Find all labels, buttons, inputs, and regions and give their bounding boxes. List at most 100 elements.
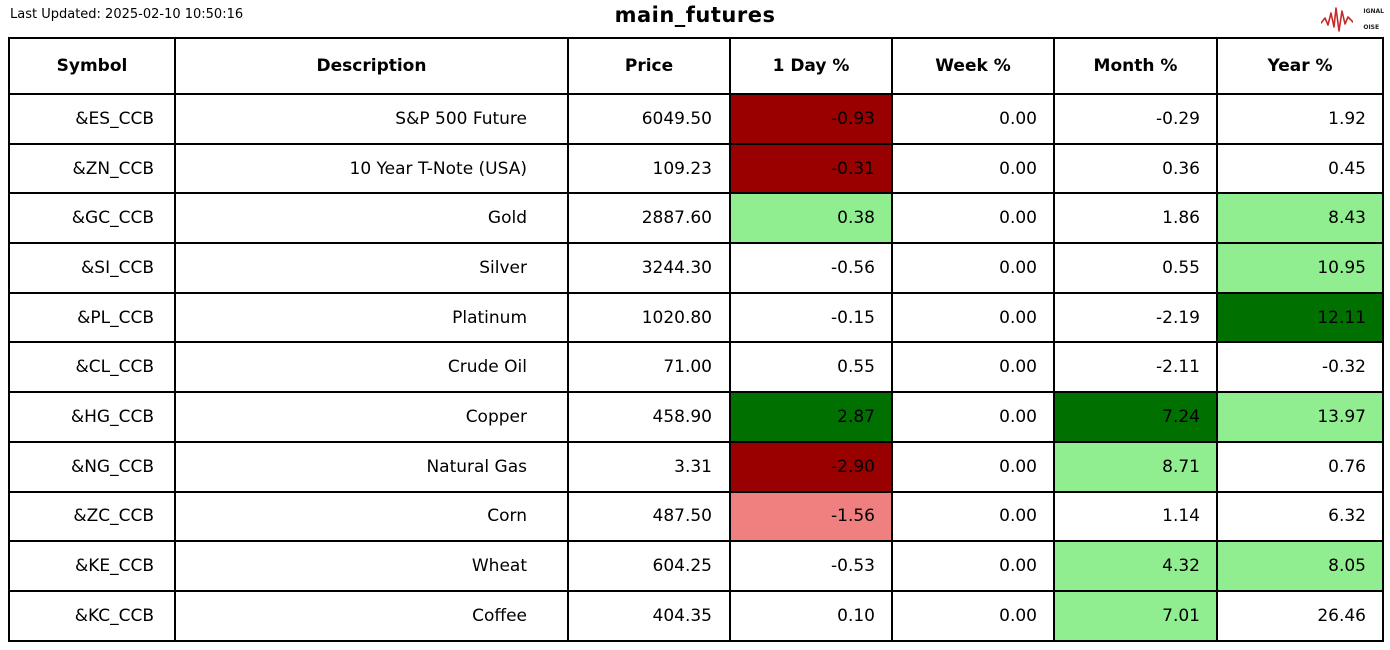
cell-year: 10.95 [1216, 242, 1384, 294]
cell-month: 7.24 [1053, 391, 1218, 443]
cell-day: 0.38 [729, 192, 893, 245]
table-row: &KC_CCB Coffee 404.35 0.10 0.00 7.01 26.46 [8, 589, 1384, 642]
cell-week: 0.00 [891, 391, 1055, 443]
cell-year: 1.92 [1216, 93, 1384, 145]
cell-day: 0.55 [729, 341, 893, 394]
cell-price: 487.50 [567, 490, 731, 543]
cell-day: -0.53 [729, 540, 893, 592]
table-row: &NG_CCB Natural Gas 3.31 -2.90 0.00 8.71 0.76 [8, 440, 1384, 493]
cell-year: 13.97 [1216, 391, 1384, 443]
cell-description: Coffee [174, 589, 569, 642]
last-updated-text: Last Updated: 2025-02-10 10:50:16 [10, 7, 244, 22]
column-header-price: Price [567, 37, 731, 95]
cell-price: 3.31 [567, 440, 731, 493]
page-title: main_futures [614, 3, 776, 27]
cell-description: S&P 500 Future [174, 93, 569, 145]
cell-day: -0.31 [729, 142, 893, 195]
column-header-description: Description [174, 37, 569, 95]
cell-description: Wheat [174, 540, 569, 592]
cell-price: 71.00 [567, 341, 731, 394]
column-header-year: Year % [1216, 37, 1384, 95]
cell-day: -2.90 [729, 440, 893, 493]
cell-year: -0.32 [1216, 341, 1384, 394]
futures-table: Symbol Description Price 1 Day % Week % … [8, 37, 1384, 642]
cell-description: Gold [174, 192, 569, 245]
logo-line-signal: S IGNAL [1355, 8, 1384, 15]
table-row: &ZN_CCB 10 Year T-Note (USA) 109.23 -0.31 0.… [8, 142, 1384, 195]
cell-symbol: &GC_CCB [8, 192, 176, 245]
cell-description: Platinum [174, 291, 569, 344]
header-row: Symbol Description Price 1 Day % Week % … [8, 37, 1384, 95]
cell-week: 0.00 [891, 490, 1055, 543]
cell-price: 6049.50 [567, 93, 731, 145]
cell-week: 0.00 [891, 291, 1055, 344]
cell-month: 7.01 [1053, 589, 1218, 642]
cell-description: Copper [174, 391, 569, 443]
cell-description: Silver [174, 242, 569, 294]
logo-letter-2: 2 [1357, 15, 1361, 22]
cell-year: 12.11 [1216, 291, 1384, 344]
cell-symbol: &ZC_CCB [8, 490, 176, 543]
logo-text: S IGNAL 2 N OISE [1355, 8, 1384, 31]
futures-table-body: &ES_CCB S&P 500 Future 6049.50 -0.93 0.00 -0.… [8, 93, 1384, 642]
table-row: &SI_CCB Silver 3244.30 -0.56 0.00 0.55 10.95 [8, 242, 1384, 294]
signal2noise-logo: S IGNAL 2 N OISE [1321, 3, 1384, 35]
cell-description: Crude Oil [174, 341, 569, 394]
cell-description: 10 Year T-Note (USA) [174, 142, 569, 195]
cell-symbol: &PL_CCB [8, 291, 176, 344]
cell-price: 3244.30 [567, 242, 731, 294]
table-row: &HG_CCB Copper 458.90 2.87 0.00 7.24 13.97 [8, 391, 1384, 443]
cell-month: 1.14 [1053, 490, 1218, 543]
cell-week: 0.00 [891, 341, 1055, 394]
cell-price: 1020.80 [567, 291, 731, 344]
cell-month: -0.29 [1053, 93, 1218, 145]
cell-price: 458.90 [567, 391, 731, 443]
cell-price: 604.25 [567, 540, 731, 592]
cell-year: 26.46 [1216, 589, 1384, 642]
logo-text-oise: OISE [1363, 23, 1380, 31]
cell-day: -0.56 [729, 242, 893, 294]
cell-symbol: &SI_CCB [8, 242, 176, 294]
column-header-month: Month % [1053, 37, 1218, 95]
cell-week: 0.00 [891, 142, 1055, 195]
cell-symbol: &ES_CCB [8, 93, 176, 145]
cell-day: -0.93 [729, 93, 893, 145]
table-row: &ES_CCB S&P 500 Future 6049.50 -0.93 0.00 -0.… [8, 93, 1384, 145]
table-row: &KE_CCB Wheat 604.25 -0.53 0.00 4.32 8.05 [8, 540, 1384, 592]
cell-year: 0.45 [1216, 142, 1384, 195]
cell-year: 8.43 [1216, 192, 1384, 245]
cell-symbol: &KC_CCB [8, 589, 176, 642]
cell-price: 2887.60 [567, 192, 731, 245]
cell-week: 0.00 [891, 589, 1055, 642]
cell-day: 2.87 [729, 391, 893, 443]
cell-week: 0.00 [891, 192, 1055, 245]
heartbeat-waveform-icon [1321, 7, 1354, 32]
table-row: &ZC_CCB Corn 487.50 -1.56 0.00 1.14 6.32 [8, 490, 1384, 543]
cell-year: 6.32 [1216, 490, 1384, 543]
logo-line-2: 2 [1355, 16, 1384, 23]
logo-line-noise: N OISE [1355, 24, 1384, 31]
cell-week: 0.00 [891, 93, 1055, 145]
cell-month: 0.55 [1053, 242, 1218, 294]
column-header-week: Week % [891, 37, 1055, 95]
cell-symbol: &KE_CCB [8, 540, 176, 592]
cell-price: 404.35 [567, 589, 731, 642]
cell-month: 8.71 [1053, 440, 1218, 493]
cell-description: Natural Gas [174, 440, 569, 493]
cell-day: 0.10 [729, 589, 893, 642]
logo-letter-s: S [1357, 7, 1361, 14]
table-row: &GC_CCB Gold 2887.60 0.38 0.00 1.86 8.43 [8, 192, 1384, 245]
cell-day: -1.56 [729, 490, 893, 543]
cell-month: -2.19 [1053, 291, 1218, 344]
cell-year: 0.76 [1216, 440, 1384, 493]
cell-week: 0.00 [891, 242, 1055, 294]
cell-symbol: &ZN_CCB [8, 142, 176, 195]
table-row: &PL_CCB Platinum 1020.80 -0.15 0.00 -2.19 12.1… [8, 291, 1384, 344]
cell-symbol: &NG_CCB [8, 440, 176, 493]
column-header-symbol: Symbol [8, 37, 176, 95]
cell-month: 0.36 [1053, 142, 1218, 195]
cell-year: 8.05 [1216, 540, 1384, 592]
cell-day: -0.15 [729, 291, 893, 344]
cell-month: -2.11 [1053, 341, 1218, 394]
cell-symbol: &HG_CCB [8, 391, 176, 443]
